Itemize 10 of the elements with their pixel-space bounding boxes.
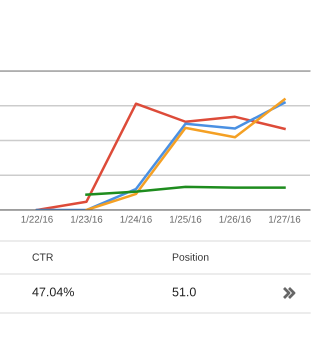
text: 47.04% bbox=[32, 288, 74, 296]
text: Position bbox=[172, 253, 208, 261]
x-tick-label: 1/26/16 bbox=[220, 216, 251, 223]
text: 51.0 bbox=[172, 288, 196, 296]
x-tick-label: 1/23/16 bbox=[71, 216, 102, 223]
x-tick-label: 1/24/16 bbox=[120, 216, 152, 223]
x-tick-label: 1/25/16 bbox=[170, 216, 202, 223]
text: CTR bbox=[32, 253, 53, 261]
x-tick-label: 1/27/16 bbox=[269, 216, 300, 223]
x-tick-label: 1/22/16 bbox=[22, 216, 53, 223]
